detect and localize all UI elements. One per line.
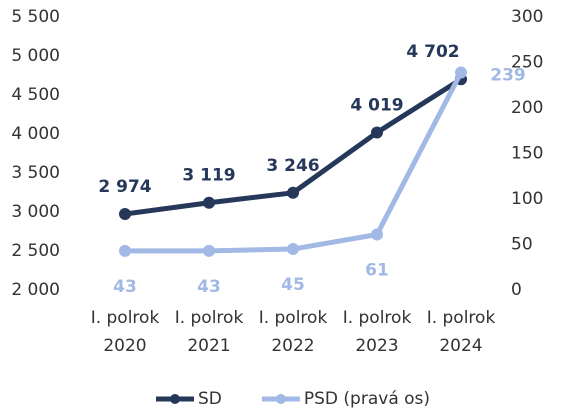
y2-tick-label: 50 xyxy=(511,235,533,255)
y-tick-label: 4 000 xyxy=(11,124,60,144)
marker xyxy=(203,244,215,257)
data-label: 45 xyxy=(281,275,305,295)
y-tick-label: 3 500 xyxy=(11,163,60,183)
y-tick-label: 4 500 xyxy=(11,85,60,105)
marker xyxy=(371,126,383,139)
y2-tick-label: 300 xyxy=(511,7,543,27)
y-tick-label: 3 000 xyxy=(11,202,60,222)
data-label: 61 xyxy=(365,260,389,280)
marker xyxy=(119,244,131,257)
y2-tick-label: 0 xyxy=(511,280,522,300)
y-tick-label: 5 500 xyxy=(11,7,60,27)
marker xyxy=(287,243,299,256)
marker xyxy=(203,196,215,209)
marker xyxy=(287,186,299,199)
y2-tick-label: 200 xyxy=(511,98,543,118)
y-tick-label: 5 000 xyxy=(11,46,60,66)
data-label: 4 019 xyxy=(350,96,403,116)
marker xyxy=(455,66,467,79)
x-tick-label: I. polrok 2021 xyxy=(174,308,244,356)
marker xyxy=(371,228,383,241)
legend-marker xyxy=(170,394,180,404)
x-tick-label: I. polrok 2020 xyxy=(90,308,160,356)
data-label: 3 119 xyxy=(182,166,235,186)
y2-tick-label: 100 xyxy=(511,189,543,209)
data-label: 3 246 xyxy=(266,156,319,176)
marker xyxy=(119,208,131,221)
y2-tick-label: 150 xyxy=(511,144,543,164)
data-label: 2 974 xyxy=(98,177,151,197)
y-tick-label: 2 000 xyxy=(11,280,60,300)
data-label: 43 xyxy=(197,277,221,297)
data-label: 43 xyxy=(113,277,137,297)
data-label: 4 702 xyxy=(406,42,459,62)
x-tick-label: I. polrok 2022 xyxy=(258,308,328,356)
x-tick-label: I. polrok 2024 xyxy=(426,308,496,356)
data-label: 239 xyxy=(490,66,526,86)
legend-marker xyxy=(275,394,286,404)
legend-label: PSD (pravá os) xyxy=(304,389,430,409)
legend-label: SD xyxy=(198,389,222,409)
y2-tick-label: 250 xyxy=(511,53,543,73)
y-tick-label: 2 500 xyxy=(11,241,60,261)
x-tick-label: I. polrok 2023 xyxy=(342,308,412,356)
